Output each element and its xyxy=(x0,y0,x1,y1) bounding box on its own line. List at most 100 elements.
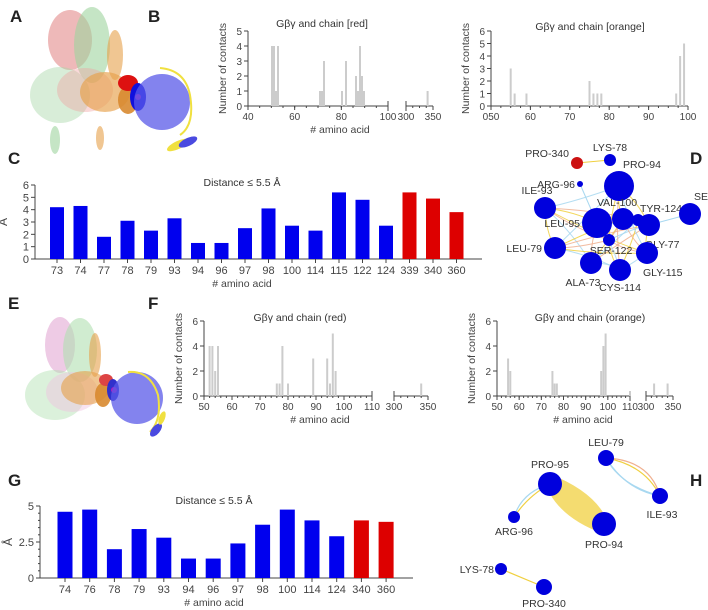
distance-bar xyxy=(156,537,172,578)
y-tick-label: 4 xyxy=(23,205,29,217)
contact-bar xyxy=(331,333,334,396)
residue-node xyxy=(582,208,612,238)
x-tick-label: 124 xyxy=(377,265,395,277)
contact-bar xyxy=(507,358,510,396)
contact-bar xyxy=(513,93,516,106)
contact-bar xyxy=(653,383,656,396)
contact-bar xyxy=(602,346,605,396)
x-tick-label: 350 xyxy=(425,112,442,123)
x-tick-label: 60 xyxy=(514,402,526,413)
x-axis-label: # amino acid xyxy=(212,278,272,290)
y-axis-label: Å xyxy=(0,218,10,226)
distance-bar xyxy=(191,242,205,259)
helix-bundle-green xyxy=(63,318,97,382)
distance-bar xyxy=(144,230,158,259)
panel-letter-f: F xyxy=(148,294,158,313)
x-axis-label: # amino acid xyxy=(184,597,244,609)
y-tick-label: 2 xyxy=(479,77,485,88)
y-tick-label: 6 xyxy=(485,317,491,328)
x-tick-label: 40 xyxy=(242,112,254,123)
distance-bar xyxy=(255,524,271,578)
x-tick-label: 100 xyxy=(278,584,296,596)
residue-label: PRO-95 xyxy=(531,459,569,471)
x-tick-label: 100 xyxy=(380,112,397,123)
residue-node xyxy=(612,208,634,230)
helix-green-low xyxy=(50,126,60,154)
contact-bar xyxy=(683,43,686,106)
contact-bar xyxy=(675,93,678,106)
contact-bar xyxy=(596,93,599,106)
contact-bar xyxy=(426,91,429,106)
residue-label: TYR-124 xyxy=(640,203,682,215)
panel-letter-a: A xyxy=(10,7,22,26)
chart-title: Gβγ and chain (orange) xyxy=(535,312,646,324)
y-tick-label: 5 xyxy=(236,27,242,38)
x-tick-label: 79 xyxy=(133,584,145,596)
residue-node xyxy=(571,157,583,169)
contact-bar xyxy=(604,333,607,396)
x-tick-label: 70 xyxy=(536,402,548,413)
distance-bar xyxy=(82,509,98,578)
distance-bar xyxy=(304,520,320,578)
interaction-edge-heavy xyxy=(550,474,604,534)
residue-label: LEU-79 xyxy=(588,437,624,449)
contact-bar xyxy=(334,371,337,396)
x-tick-label: 339 xyxy=(400,265,418,277)
x-tick-label: 122 xyxy=(353,265,371,277)
y-tick-label: 4 xyxy=(479,52,485,63)
contact-bar xyxy=(281,346,284,396)
chart-title: Distance ≤ 5.5 Å xyxy=(176,494,253,507)
helix-orange xyxy=(89,333,101,377)
contact-bar xyxy=(214,371,217,396)
chart-f-red-contacts: Gβγ and chain (red) 0 2 4 6 Number of contact… xyxy=(173,312,437,426)
distance-bar xyxy=(308,230,323,259)
contact-bar xyxy=(287,383,289,396)
residue-label: LEU-95 xyxy=(544,218,580,230)
distance-bar xyxy=(355,199,370,259)
distance-bar xyxy=(238,228,252,259)
residue-label: ALA-73 xyxy=(565,277,600,289)
x-tick-label: 360 xyxy=(447,265,465,277)
residue-label: LYS-78 xyxy=(460,564,494,576)
x-tick-label: 100 xyxy=(599,402,616,413)
contact-bar xyxy=(361,76,363,106)
x-tick-label: 90 xyxy=(580,402,592,413)
y-tick-label: 1 xyxy=(236,87,242,98)
panel-letter-c: C xyxy=(8,149,20,168)
panel-letter-h: H xyxy=(690,471,702,490)
x-tick-label: 124 xyxy=(328,584,346,596)
contact-bar xyxy=(555,383,558,396)
x-tick-label: 60 xyxy=(525,112,537,123)
residue-node xyxy=(544,237,566,259)
contact-bar xyxy=(525,93,528,106)
contact-bar xyxy=(600,93,603,106)
x-tick-label: 90 xyxy=(310,402,322,413)
helix-blue xyxy=(178,136,198,148)
chart-title: Gβγ and chain (red) xyxy=(254,312,347,324)
distance-bar xyxy=(230,543,246,578)
interaction-edge xyxy=(605,457,661,497)
residue-label: PRO-340 xyxy=(522,598,566,610)
distance-bar xyxy=(181,558,196,578)
contact-bar xyxy=(551,371,554,396)
x-tick-label: 70 xyxy=(254,402,266,413)
contact-bar xyxy=(329,383,331,396)
distance-bar xyxy=(332,192,346,259)
distance-bar xyxy=(57,511,73,578)
chart-title: Distance ≤ 5.5 Å xyxy=(204,176,281,189)
y-tick-label: 3 xyxy=(236,57,242,68)
distance-bar xyxy=(106,549,122,578)
y-tick-label: 0 xyxy=(28,573,34,585)
contact-bar xyxy=(211,346,214,396)
x-tick-label: 60 xyxy=(226,402,238,413)
contact-bar xyxy=(553,383,556,396)
residue-node xyxy=(604,154,616,166)
distance-bar xyxy=(379,225,393,259)
residue-label: SER-122 xyxy=(590,245,633,257)
x-tick-label: 115 xyxy=(330,265,348,277)
y-tick-label: 3 xyxy=(479,65,485,76)
x-tick-label: 100 xyxy=(680,112,697,123)
x-tick-label: 050 xyxy=(483,112,500,123)
x-tick-label: 80 xyxy=(336,112,348,123)
